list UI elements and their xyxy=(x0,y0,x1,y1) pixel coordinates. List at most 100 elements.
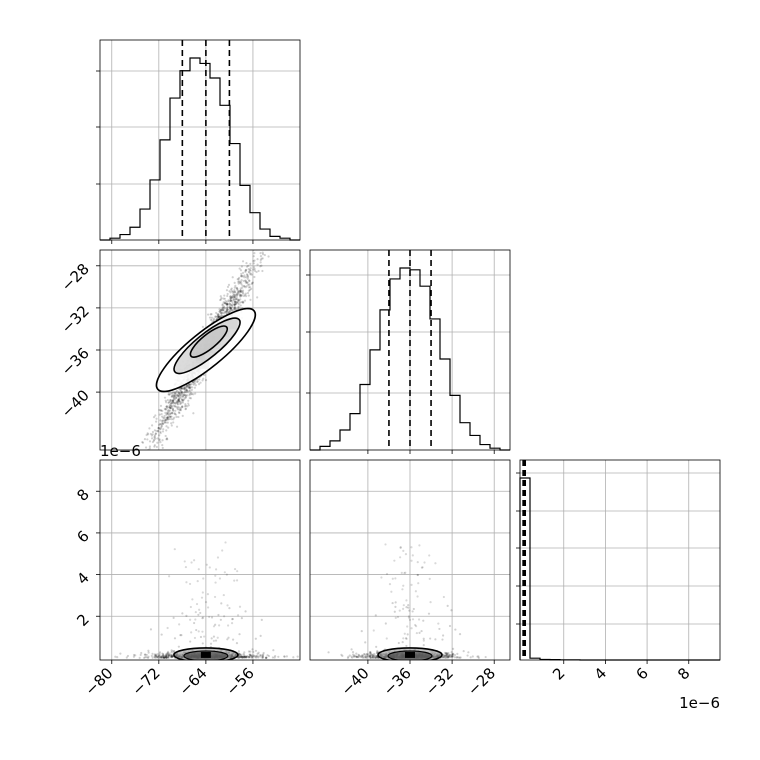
scatter-point xyxy=(180,405,184,409)
scatter-point xyxy=(230,303,233,307)
scatter-point xyxy=(166,409,169,412)
scatter-point xyxy=(231,294,234,298)
scatter-point xyxy=(173,391,176,394)
scatter-point xyxy=(152,415,156,419)
scatter-point xyxy=(197,383,201,386)
scatter-point xyxy=(247,294,250,297)
scatter-point xyxy=(159,441,162,444)
histogram-step xyxy=(310,267,510,451)
scatter-point xyxy=(239,289,242,292)
scatter-point xyxy=(181,612,184,615)
scatter-point xyxy=(259,261,262,264)
scatter-point xyxy=(450,655,454,658)
scatter-point xyxy=(252,266,256,269)
scatter-point xyxy=(408,618,412,621)
scatter-point xyxy=(226,624,230,627)
scatter-point xyxy=(157,426,160,430)
scatter-point xyxy=(234,306,237,309)
scatter-point xyxy=(172,395,175,398)
scatter-point xyxy=(165,437,169,440)
scatter-point xyxy=(417,582,420,585)
scatter-point xyxy=(216,315,219,318)
scatter-point xyxy=(173,405,176,408)
scatter-point xyxy=(242,655,246,658)
scatter-point xyxy=(149,432,152,436)
scatter-point xyxy=(238,281,242,285)
scatter-point xyxy=(183,385,186,388)
scatter-point xyxy=(164,655,167,658)
scatter-point xyxy=(178,399,181,402)
scatter-point xyxy=(199,635,203,639)
scatter-point xyxy=(235,292,239,296)
scatter-point xyxy=(371,654,374,657)
scatter-point xyxy=(245,265,249,268)
scatter-point xyxy=(167,653,170,657)
scatter-point xyxy=(264,656,268,659)
scatter-point xyxy=(169,398,172,402)
scatter-point xyxy=(174,405,177,408)
scatter-point xyxy=(185,581,188,584)
scatter-point xyxy=(154,414,157,417)
scatter-point xyxy=(219,315,222,318)
scatter-point xyxy=(175,391,178,394)
scatter-point xyxy=(168,409,172,412)
scatter-point xyxy=(355,655,359,659)
scatter-point xyxy=(384,622,387,625)
scatter-point xyxy=(259,252,262,255)
scatter-point xyxy=(189,391,192,394)
scatter-point xyxy=(231,299,234,302)
scatter-point xyxy=(236,287,239,291)
scatter-point xyxy=(185,389,189,393)
scatter-point xyxy=(177,395,180,398)
scatter-point xyxy=(399,546,402,549)
scatter-point xyxy=(166,416,170,419)
scatter-point xyxy=(241,275,244,278)
scatter-point xyxy=(390,590,393,593)
scatter-point xyxy=(167,414,170,417)
scatter-point xyxy=(158,438,161,441)
scatter-point xyxy=(242,655,245,658)
scatter-point xyxy=(210,616,214,619)
scatter-point xyxy=(114,655,117,658)
scatter-point xyxy=(410,583,413,586)
scatter-point xyxy=(446,653,449,656)
scatter-point xyxy=(233,304,237,307)
scatter-point xyxy=(226,285,230,289)
scatter-point xyxy=(352,655,356,658)
scatter-point xyxy=(277,655,280,658)
scatter-point xyxy=(171,391,174,394)
scatter-point xyxy=(180,397,183,401)
scatter-point xyxy=(185,386,189,389)
scatter-point xyxy=(245,285,248,288)
scatter-point xyxy=(216,636,219,639)
scatter-point xyxy=(239,295,242,298)
scatter-point xyxy=(240,655,243,658)
scatter-point xyxy=(438,627,441,631)
scatter-point xyxy=(469,656,472,659)
scatter-point xyxy=(218,310,221,313)
scatter-point xyxy=(238,292,241,295)
scatter-point xyxy=(150,654,153,658)
scatter-point xyxy=(203,373,206,377)
scatter-point xyxy=(233,296,237,299)
scatter-point xyxy=(177,399,180,402)
scatter-point xyxy=(236,298,239,301)
scatter-point xyxy=(185,389,189,392)
scatter-point xyxy=(167,410,171,413)
scatter-point xyxy=(176,389,179,392)
scatter-point xyxy=(243,274,246,277)
scatter-point xyxy=(437,622,440,625)
scatter-point xyxy=(228,310,231,313)
scatter-point xyxy=(341,654,344,657)
scatter-point xyxy=(414,623,417,627)
scatter-point xyxy=(179,409,182,412)
scatter-point xyxy=(251,648,254,651)
scatter-point xyxy=(178,387,181,391)
scatter-point xyxy=(177,392,180,395)
scatter-point xyxy=(373,656,377,659)
scatter-point xyxy=(195,380,199,383)
scatter-point xyxy=(221,307,224,310)
scatter-point xyxy=(166,650,170,653)
scatter-point xyxy=(231,276,234,279)
scatter-point xyxy=(238,656,241,659)
